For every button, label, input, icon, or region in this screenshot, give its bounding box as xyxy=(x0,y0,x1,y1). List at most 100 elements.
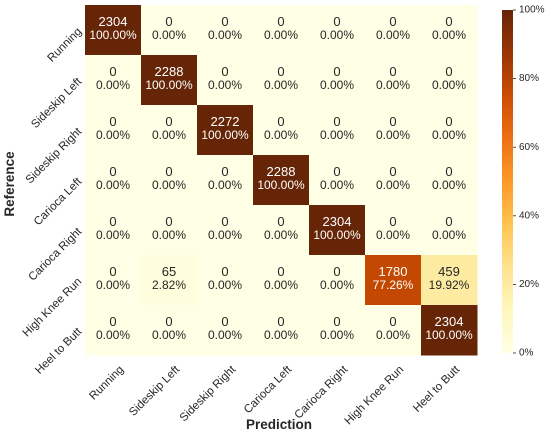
heatmap-cell xyxy=(309,205,366,256)
cell-percent-label: 0.00% xyxy=(152,28,186,42)
cell-count-label: 0 xyxy=(221,14,228,29)
cell-count-label: 0 xyxy=(389,164,396,179)
cell-percent-label: 100.00% xyxy=(201,128,249,142)
heatmap-cell xyxy=(309,5,366,56)
heatmap-cell xyxy=(365,155,422,206)
colorbar-gradient xyxy=(502,10,513,353)
cell-percent-label: 0.00% xyxy=(320,28,354,42)
heatmap-cell xyxy=(309,255,366,306)
cell-percent-label: 0.00% xyxy=(376,228,410,242)
cell-percent-label: 100.00% xyxy=(89,28,137,42)
colorbar-tick-label: 0% xyxy=(519,348,534,359)
cell-count-label: 0 xyxy=(445,164,452,179)
cell-count-label: 0 xyxy=(277,214,284,229)
heatmap-cell xyxy=(421,155,478,206)
y-tick-label: Carioca Right xyxy=(27,225,85,283)
cell-percent-label: 0.00% xyxy=(208,328,242,342)
cell-count-label: 459 xyxy=(438,264,460,279)
colorbar-tick-label: 100% xyxy=(519,5,545,16)
cell-percent-label: 0.00% xyxy=(320,78,354,92)
heatmap-cell xyxy=(421,55,478,106)
heatmap-cell xyxy=(85,305,142,356)
cell-count-label: 0 xyxy=(277,114,284,129)
cell-percent-label: 0.00% xyxy=(432,28,466,42)
y-tick-label: Running xyxy=(45,26,84,65)
y-axis-label: Reference xyxy=(2,151,17,217)
heatmap-cell xyxy=(309,55,366,106)
heatmap-cell xyxy=(365,255,422,306)
cell-count-label: 0 xyxy=(109,264,116,279)
cell-count-label: 2304 xyxy=(435,314,464,329)
cell-percent-label: 0.00% xyxy=(376,328,410,342)
heatmap-cell xyxy=(197,305,254,356)
cell-count-label: 2288 xyxy=(155,64,184,79)
cell-count-label: 65 xyxy=(162,264,176,279)
heatmap-cell xyxy=(421,205,478,256)
heatmap-cell xyxy=(365,55,422,106)
heatmap-cell xyxy=(85,105,142,156)
cell-count-label: 0 xyxy=(165,114,172,129)
heatmap-cell xyxy=(365,5,422,56)
cell-count-label: 2272 xyxy=(211,114,240,129)
cell-count-label: 0 xyxy=(109,114,116,129)
heatmap-cell xyxy=(85,55,142,106)
cell-count-label: 0 xyxy=(445,64,452,79)
heatmap-cell xyxy=(85,255,142,306)
heatmap-cell xyxy=(85,5,142,56)
heatmap-cell xyxy=(197,55,254,106)
heatmap-cell xyxy=(253,205,310,256)
cell-percent-label: 77.26% xyxy=(373,278,414,292)
heatmap-cell xyxy=(365,105,422,156)
cell-percent-label: 0.00% xyxy=(208,28,242,42)
heatmap-cell xyxy=(421,255,478,306)
cell-count-label: 0 xyxy=(109,64,116,79)
x-tick-label: Carioca Left xyxy=(242,363,295,416)
cell-percent-label: 0.00% xyxy=(432,128,466,142)
x-tick-label: High Knee Run xyxy=(343,364,407,428)
cell-percent-label: 0.00% xyxy=(264,228,298,242)
cell-count-label: 0 xyxy=(333,314,340,329)
cell-count-label: 0 xyxy=(221,314,228,329)
cell-count-label: 0 xyxy=(221,264,228,279)
cell-count-label: 0 xyxy=(221,164,228,179)
cell-percent-label: 0.00% xyxy=(376,178,410,192)
cell-count-label: 0 xyxy=(165,214,172,229)
cell-count-label: 0 xyxy=(333,64,340,79)
heatmap-cell xyxy=(365,205,422,256)
heatmap-cell xyxy=(421,105,478,156)
cell-percent-label: 0.00% xyxy=(96,328,130,342)
cell-count-label: 0 xyxy=(109,164,116,179)
cell-count-label: 2288 xyxy=(267,164,296,179)
cell-percent-label: 100.00% xyxy=(313,228,361,242)
cell-count-label: 0 xyxy=(221,214,228,229)
cell-percent-label: 0.00% xyxy=(96,78,130,92)
cell-count-label: 0 xyxy=(333,114,340,129)
cell-count-label: 0 xyxy=(333,264,340,279)
cell-count-label: 0 xyxy=(165,14,172,29)
cell-count-label: 0 xyxy=(445,14,452,29)
cell-percent-label: 0.00% xyxy=(208,78,242,92)
cell-percent-label: 0.00% xyxy=(432,178,466,192)
cell-percent-label: 0.00% xyxy=(152,328,186,342)
cell-count-label: 0 xyxy=(389,114,396,129)
colorbar-tick-label: 60% xyxy=(519,142,539,153)
x-tick-label: Heel to Butt xyxy=(411,363,463,415)
cell-percent-label: 0.00% xyxy=(96,128,130,142)
x-tick-label: Sideskip Right xyxy=(178,363,239,424)
heatmap-cell xyxy=(253,305,310,356)
heatmap-cell xyxy=(253,5,310,56)
cell-count-label: 0 xyxy=(389,64,396,79)
cell-count-label: 0 xyxy=(389,214,396,229)
heatmap-cell xyxy=(85,155,142,206)
cell-percent-label: 0.00% xyxy=(376,128,410,142)
heatmap-cell xyxy=(141,155,198,206)
heatmap-cell xyxy=(141,105,198,156)
cell-percent-label: 0.00% xyxy=(96,278,130,292)
heatmap-cell xyxy=(141,55,198,106)
cell-count-label: 0 xyxy=(333,164,340,179)
cell-percent-label: 100.00% xyxy=(145,78,193,92)
y-tick-label: Carioca Left xyxy=(32,175,85,228)
cell-percent-label: 0.00% xyxy=(152,228,186,242)
heatmap-cell xyxy=(197,155,254,206)
